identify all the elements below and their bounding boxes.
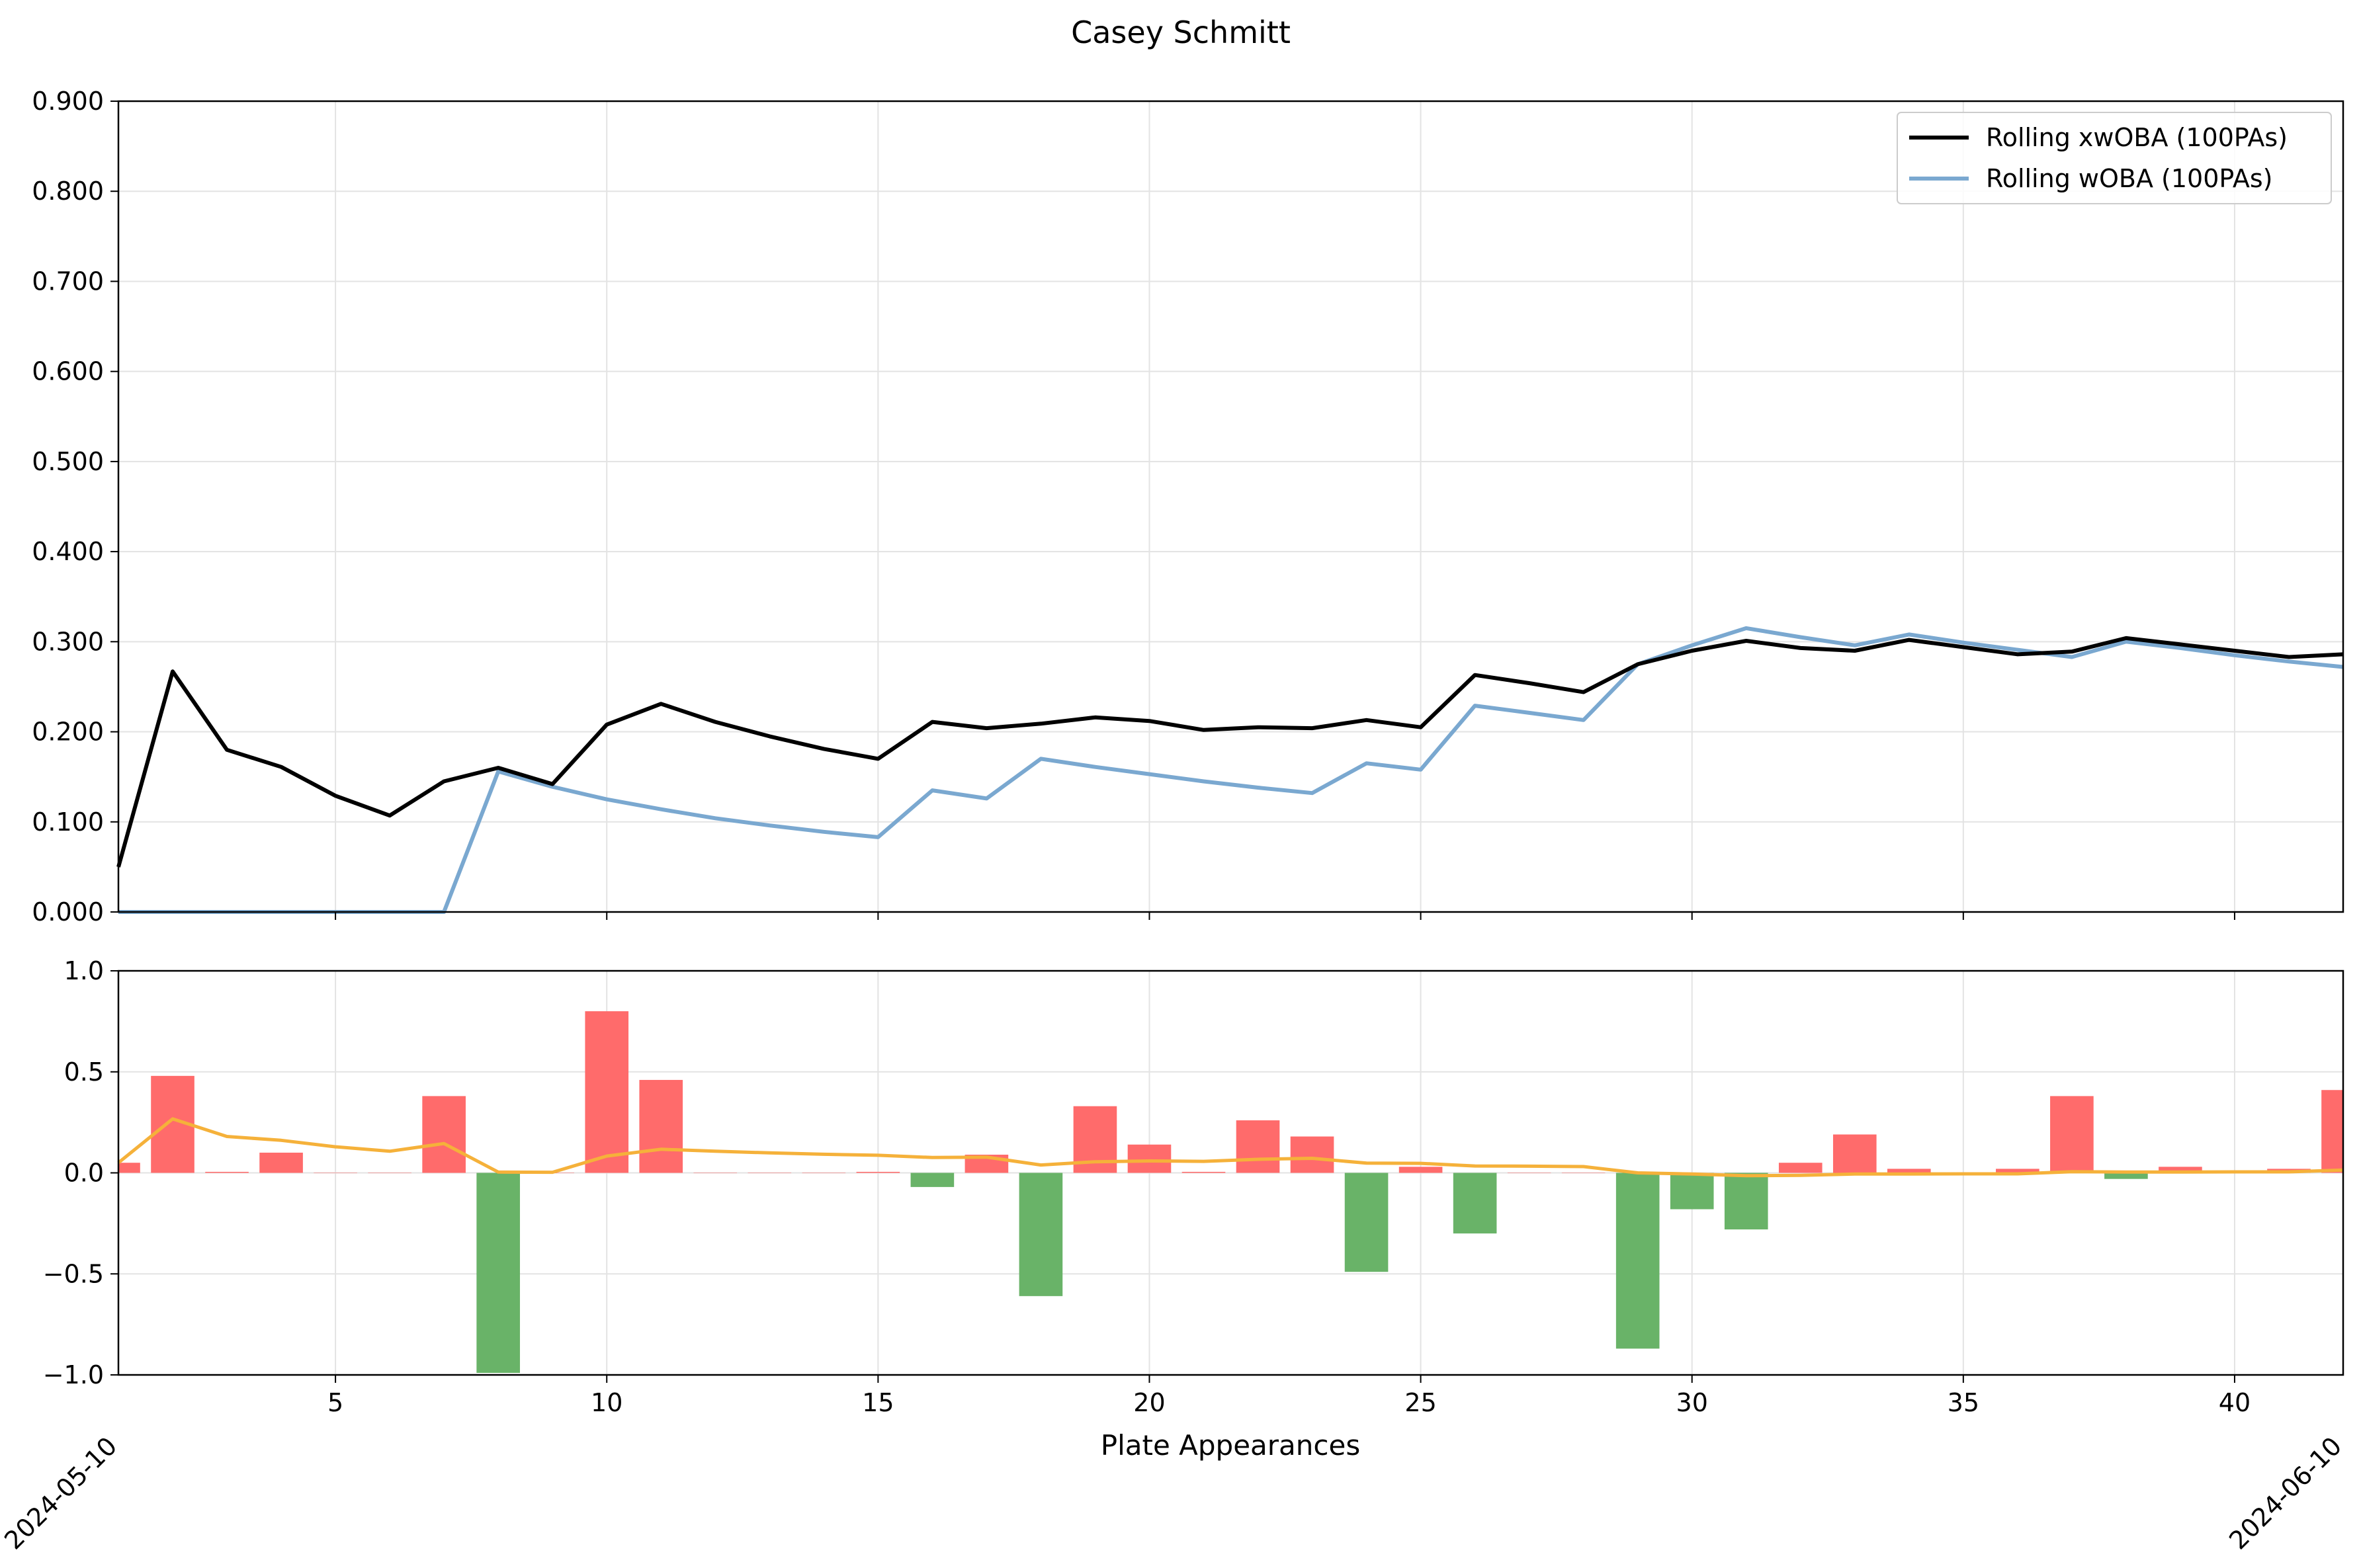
bar (118, 1163, 140, 1173)
top-y-ticks: 0.000 0.100 0.200 0.300 0.400 0.500 0.600 0.700… (32, 87, 118, 927)
bar (1778, 1163, 1823, 1173)
bar (476, 1173, 520, 1373)
bar (2104, 1173, 2148, 1179)
bar (1344, 1173, 1389, 1272)
bar (1019, 1173, 1063, 1296)
bar (368, 1173, 411, 1174)
bottom-y-tick-label: 0.0 (64, 1159, 104, 1188)
series-line-woba (118, 626, 2344, 914)
chart-title: Casey Schmitt (1071, 15, 1291, 50)
bar (1398, 1167, 1443, 1173)
top-x-ticks (335, 912, 2235, 920)
bottom-y-tick-label: −1.0 (43, 1360, 104, 1389)
top-y-tick-label: 0.500 (32, 447, 104, 476)
top-y-tick-label: 0.800 (32, 177, 104, 206)
bar (2321, 1090, 2343, 1173)
bar (1508, 1173, 1551, 1174)
bottom-x-ticks: 5 10 15 20 25 30 35 40 (327, 1375, 2251, 1417)
bar (2050, 1096, 2094, 1173)
top-y-tick-label: 0.900 (32, 87, 104, 116)
bar (1996, 1169, 2039, 1173)
series-line-xwoba (116, 636, 2344, 868)
x-axis-title: Plate Appearances (1101, 1429, 1360, 1462)
bar (1290, 1136, 1334, 1173)
bottom-x-tick-label: 30 (1676, 1388, 1708, 1417)
bottom-panel: 1.0 0.5 0.0 −0.5 −1.0 5 10 15 20 25 30 35 40 2024-0… (0, 956, 2347, 1555)
top-panel: 0.000 0.100 0.200 0.300 0.400 0.500 0.600 0.700… (32, 87, 2344, 927)
bottom-y-tick-label: 0.5 (64, 1057, 104, 1087)
bar (1236, 1120, 1280, 1173)
bar (802, 1173, 846, 1174)
bar (259, 1152, 303, 1173)
bar (639, 1079, 683, 1173)
top-y-tick-label: 0.400 (32, 537, 104, 566)
date-label: 2024-05-10 (0, 1431, 122, 1555)
bar (1615, 1173, 1660, 1349)
top-y-tick-label: 0.300 (32, 627, 104, 656)
bar (1832, 1134, 1877, 1173)
legend-label-xwoba: Rolling xwOBA (100PAs) (1986, 123, 2288, 152)
bar (1724, 1173, 1768, 1230)
top-y-tick-label: 0.600 (32, 357, 104, 386)
bottom-x-tick-label: 40 (2219, 1388, 2251, 1417)
bar (693, 1173, 737, 1174)
bar (1562, 1173, 1606, 1174)
top-series-lines (116, 626, 2344, 914)
date-label: 2024-06-10 (2223, 1431, 2347, 1555)
legend-box (1897, 112, 2332, 204)
legend-label-woba: Rolling wOBA (100PAs) (1986, 164, 2273, 193)
bar (910, 1173, 955, 1187)
top-axes-frame (117, 100, 2344, 913)
bar (1453, 1173, 1497, 1234)
bottom-x-tick-label: 25 (1404, 1388, 1436, 1417)
bottom-x-tick-label: 35 (1948, 1388, 1979, 1417)
top-gridlines (118, 101, 2343, 913)
bar (1127, 1144, 1172, 1173)
top-y-tick-label: 0.200 (32, 718, 104, 747)
bottom-x-tick-label: 15 (862, 1388, 894, 1417)
legend: Rolling xwOBA (100PAs) Rolling wOBA (100… (1897, 112, 2332, 204)
bar (585, 1011, 629, 1173)
bar (205, 1171, 249, 1173)
bar (748, 1173, 791, 1174)
bar (2159, 1167, 2202, 1173)
bottom-trend-line (117, 1117, 2344, 1178)
bar (314, 1173, 357, 1174)
bottom-y-tick-label: −0.5 (43, 1259, 104, 1288)
trend-line (117, 1117, 2344, 1178)
bottom-bars (118, 1011, 2343, 1373)
top-y-tick-label: 0.700 (32, 267, 104, 296)
bar (1670, 1173, 1714, 1210)
bar (1887, 1169, 1931, 1173)
top-y-tick-label: 0.100 (32, 807, 104, 837)
bar (422, 1096, 466, 1173)
bottom-x-tick-label: 10 (591, 1388, 622, 1417)
bottom-y-tick-label: 1.0 (64, 956, 104, 985)
top-y-tick-label: 0.000 (32, 897, 104, 927)
bottom-y-ticks: 1.0 0.5 0.0 −0.5 −1.0 (43, 956, 118, 1389)
bottom-x-tick-label: 20 (1133, 1388, 1165, 1417)
bar (1181, 1171, 1226, 1173)
bottom-x-tick-label: 5 (327, 1388, 343, 1417)
bar (856, 1171, 900, 1173)
